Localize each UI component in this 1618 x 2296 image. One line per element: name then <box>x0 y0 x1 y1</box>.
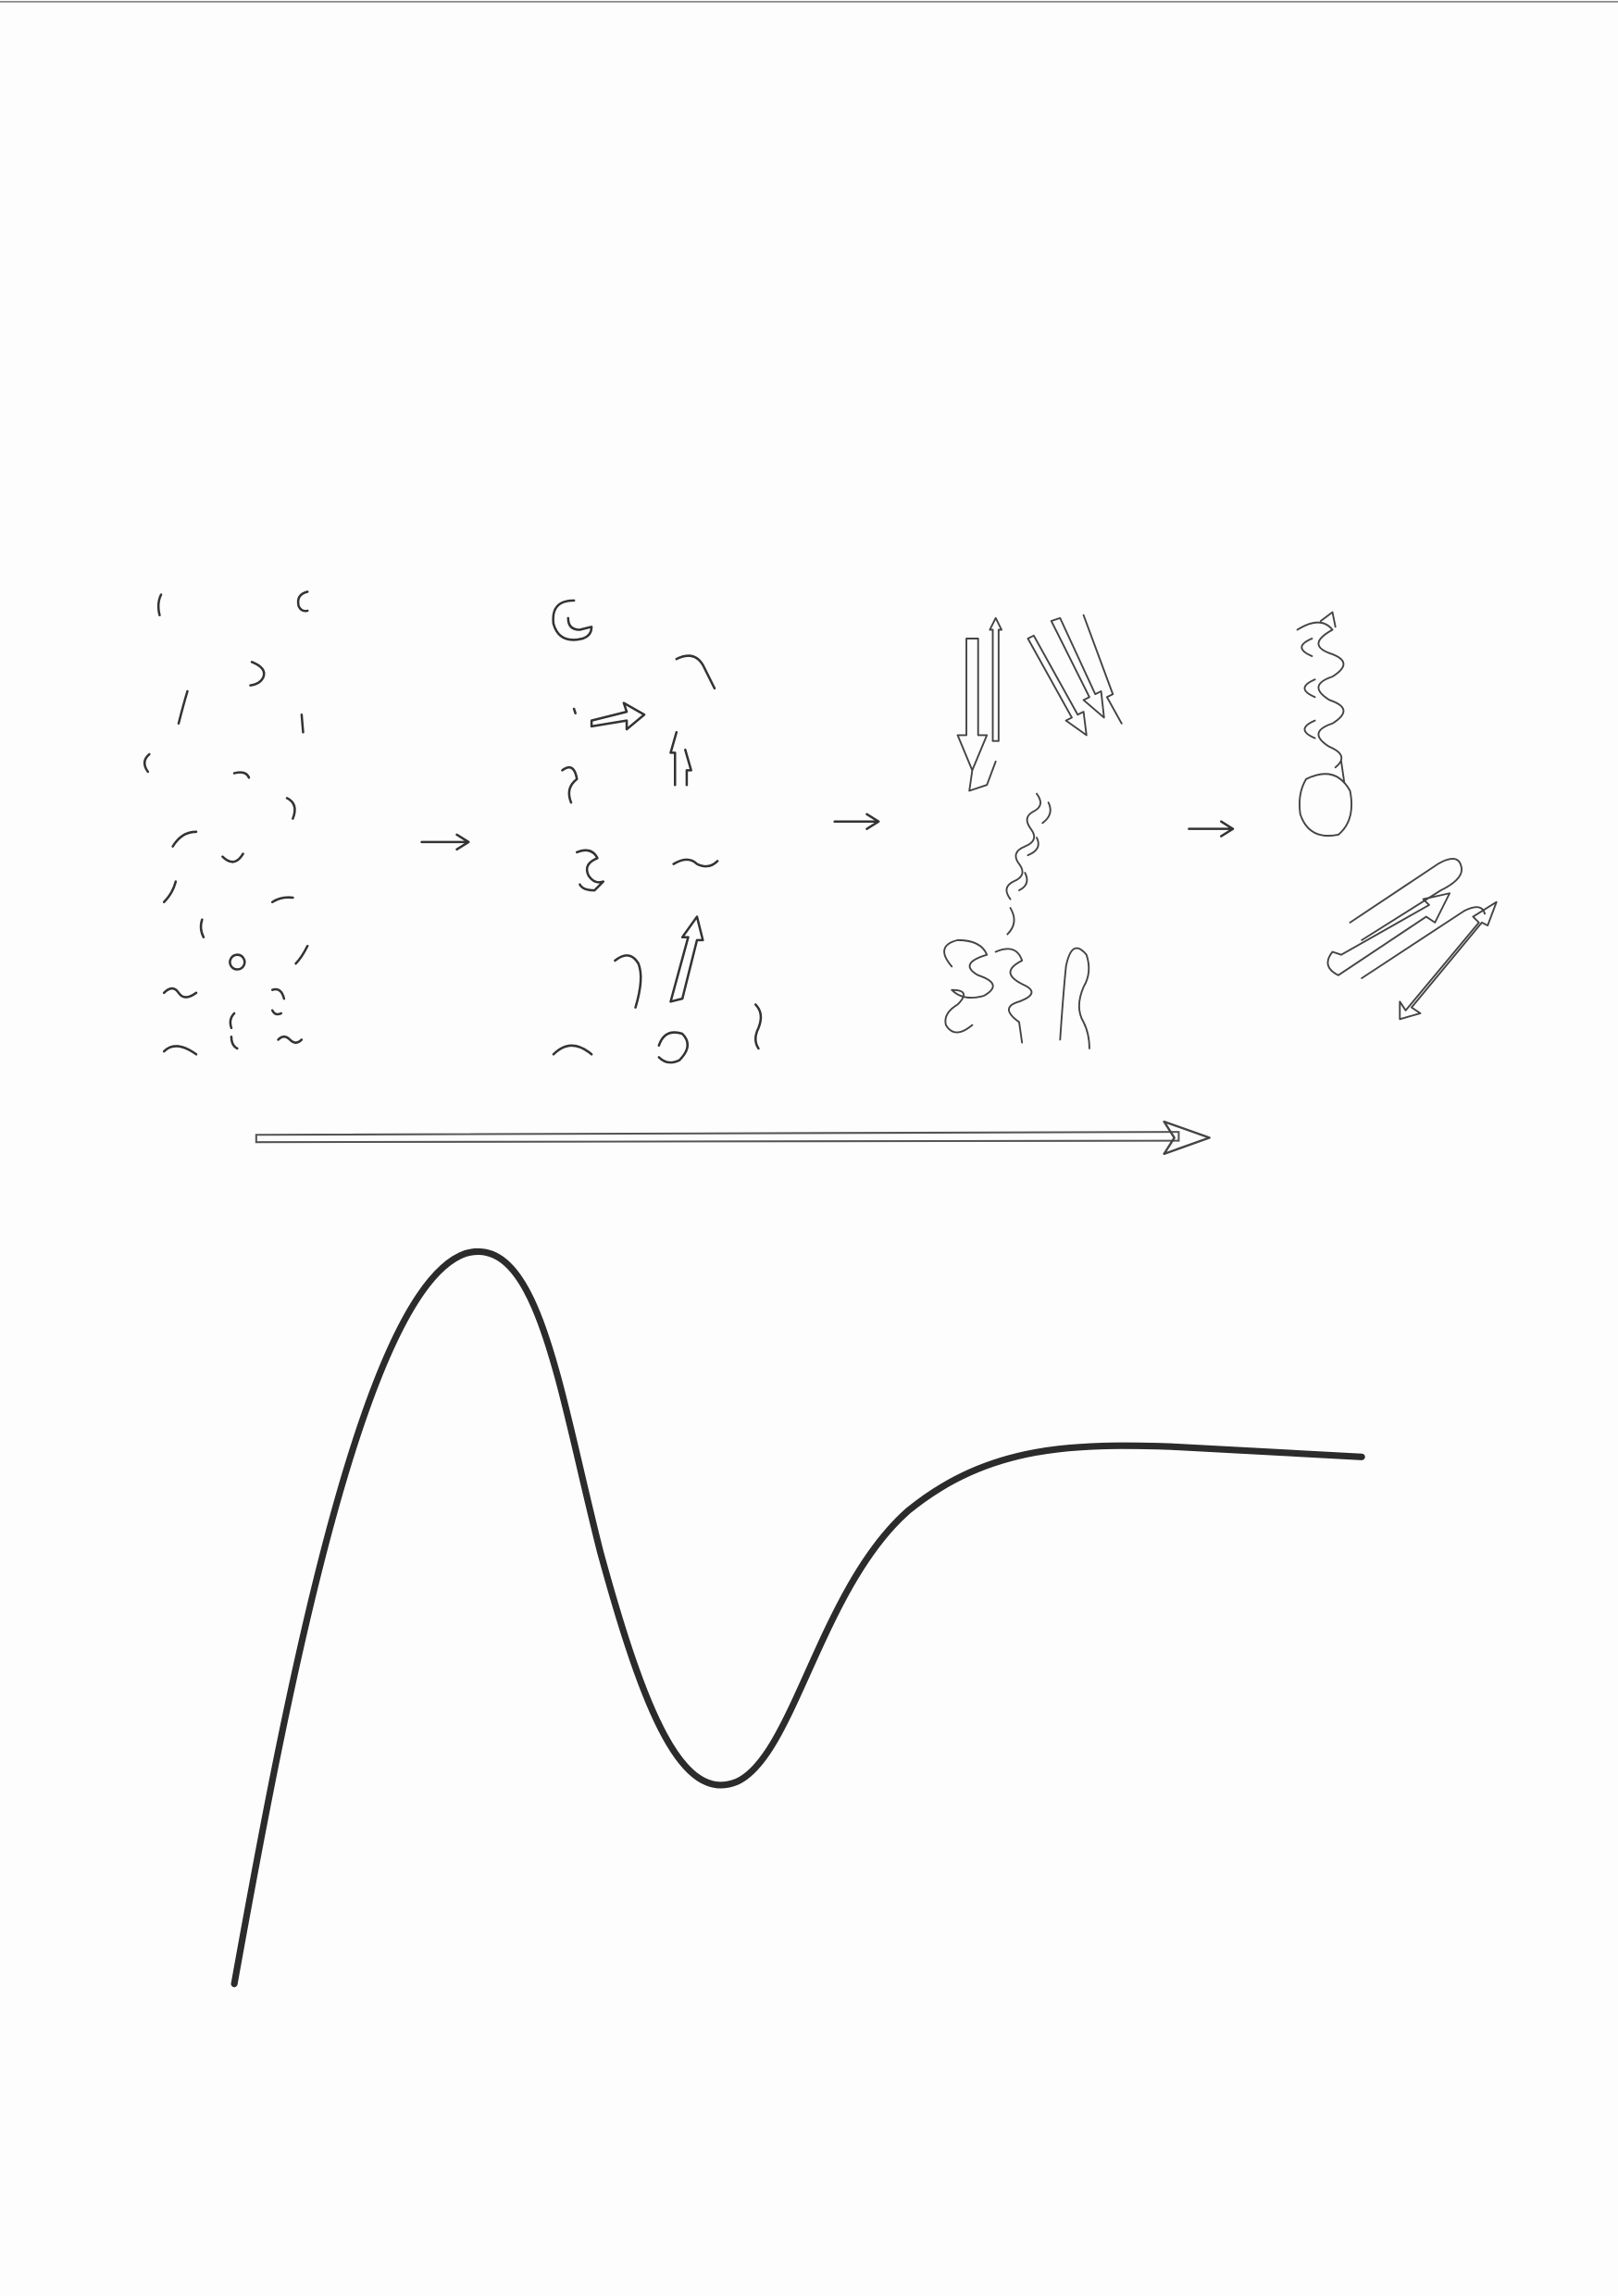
step-arrow <box>1188 820 1235 838</box>
curve <box>230 1247 1365 1988</box>
progress-arrow <box>255 1131 1180 1144</box>
progress-arrowhead <box>1163 1120 1211 1156</box>
step-arrow <box>833 813 880 830</box>
secondary-structures <box>943 614 1123 1049</box>
final-structures <box>1296 611 1498 1021</box>
step-arrow <box>420 833 470 851</box>
partially-folded <box>552 599 763 1064</box>
unfolded-chains <box>143 590 309 1056</box>
